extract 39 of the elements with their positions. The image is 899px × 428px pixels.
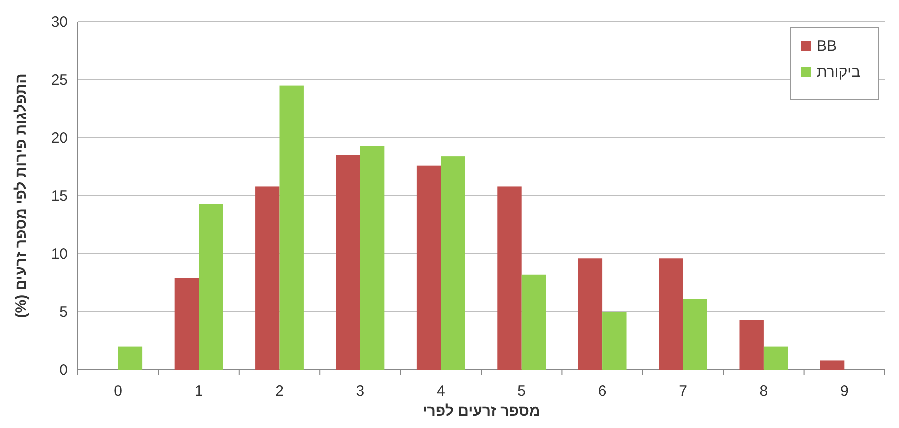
- bar: [174, 278, 200, 370]
- bar: [360, 146, 385, 370]
- y-tick-label: 5: [60, 304, 68, 321]
- bar: [820, 360, 845, 370]
- y-tick-label: 0: [60, 362, 68, 379]
- x-tick-label: 2: [276, 383, 284, 400]
- bar: [764, 346, 788, 370]
- x-tick-label: 7: [679, 383, 688, 400]
- bar: [336, 155, 360, 370]
- bar: [118, 346, 143, 370]
- bar: [602, 312, 627, 370]
- x-tick-label: 8: [760, 383, 768, 400]
- bar: [256, 186, 280, 370]
- legend-label: ביקורת: [817, 64, 861, 81]
- bar: [416, 166, 442, 370]
- y-axis-title: התפלגות פירות לפי מספר זרעים (%): [13, 74, 30, 318]
- bar: [740, 320, 764, 370]
- bar: [659, 258, 684, 370]
- y-tick-label: 30: [51, 14, 68, 31]
- x-tick-label: 5: [518, 383, 526, 400]
- x-tick-label: 3: [356, 383, 365, 400]
- x-tick-label: 1: [194, 383, 204, 400]
- bar: [498, 186, 522, 370]
- x-tick-label: 0: [114, 383, 123, 400]
- y-tick-label: 15: [51, 188, 68, 205]
- bar: [683, 299, 708, 370]
- x-tick-label: 9: [840, 383, 849, 400]
- bar: [441, 156, 466, 370]
- bar: [522, 274, 546, 370]
- bar: [578, 258, 603, 370]
- y-tick-label: 10: [51, 246, 68, 263]
- x-tick-label: 6: [598, 383, 607, 400]
- legend-label: BB: [817, 38, 838, 55]
- x-axis-title: מספר זרעים לפרי: [422, 403, 540, 420]
- bar: [199, 204, 224, 370]
- y-tick-label: 20: [51, 130, 68, 147]
- x-tick-label: 4: [436, 383, 446, 400]
- bar: [280, 86, 304, 370]
- y-tick-label: 25: [51, 72, 68, 89]
